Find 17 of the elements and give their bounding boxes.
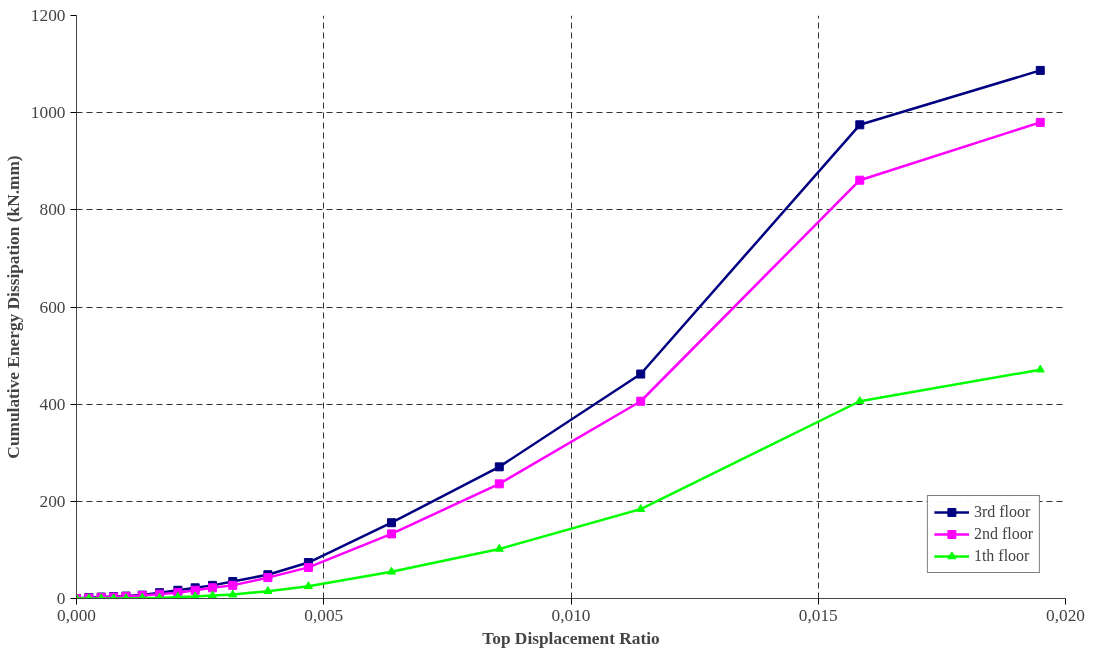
y-tick-label: 200 — [39, 491, 66, 511]
y-tick-label: 600 — [39, 297, 66, 317]
y-axis-title: Cumulative Energy Dissipation (kN.mm) — [3, 155, 23, 459]
x-tick-label: 0,020 — [1046, 605, 1086, 625]
x-tick-label: 0,010 — [551, 605, 591, 625]
x-tick-label: 0,000 — [57, 605, 97, 625]
legend-label: 2nd floor — [973, 525, 1033, 543]
y-tick-label: 0 — [56, 589, 66, 608]
x-tick-label: 0,005 — [304, 605, 344, 625]
y-tick-label: 800 — [39, 200, 66, 220]
x-axis-title: Top Displacement Ratio — [482, 628, 660, 648]
legend-label: 1th floor — [973, 547, 1030, 565]
y-tick-label: 400 — [39, 394, 66, 414]
x-tick-label: 0,015 — [798, 605, 838, 625]
y-tick-label: 1200 — [30, 6, 66, 25]
y-tick-label: 1000 — [30, 103, 66, 123]
legend-label: 3rd floor — [973, 503, 1031, 521]
